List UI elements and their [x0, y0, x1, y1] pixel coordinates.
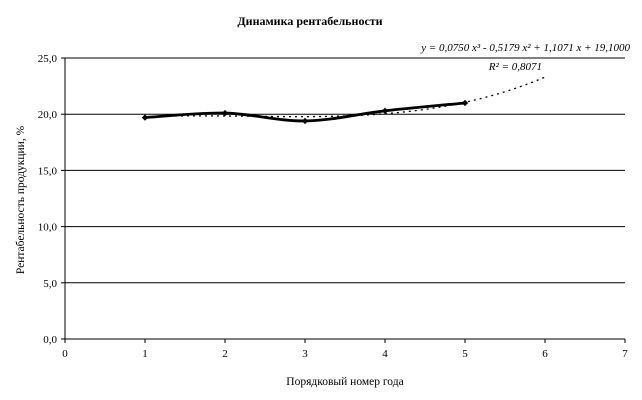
- series: [141, 99, 469, 125]
- y-tick-label: 15,0: [38, 165, 58, 177]
- trendline-equation: y = 0,0750 x³ - 0,5179 x² + 1,1071 x + 1…: [420, 42, 630, 54]
- x-tick-labels: 0 1 2 3 4 5 6 7: [62, 348, 628, 360]
- trendline: [144, 76, 546, 118]
- y-tick-label: 5,0: [43, 278, 57, 290]
- chart-title: Динамика рентабельности: [237, 14, 382, 28]
- x-tick-label: 2: [222, 348, 228, 360]
- y-tick-label: 0,0: [43, 334, 57, 346]
- data-point: [461, 99, 469, 107]
- x-tick-label: 6: [542, 348, 548, 360]
- data-point: [301, 117, 309, 125]
- y-axis-label: Рентабельность продукции, %: [15, 125, 27, 274]
- y-tick-label: 20,0: [38, 109, 58, 121]
- x-tick-label: 4: [382, 348, 388, 360]
- x-tick-label: 7: [622, 348, 628, 360]
- x-axis-label: Порядковый номер года: [286, 376, 403, 388]
- grid: [65, 57, 625, 340]
- x-tick-label: 0: [62, 348, 68, 360]
- axes: [61, 57, 626, 343]
- r-squared-label: R² = 0,8071: [488, 61, 542, 73]
- y-tick-labels: 0,0 5,0 10,0 15,0 20,0 25,0: [38, 53, 58, 346]
- data-point: [221, 109, 229, 117]
- trendline-path: [144, 76, 546, 118]
- data-point: [381, 107, 389, 115]
- x-tick-label: 3: [302, 348, 308, 360]
- data-point: [141, 114, 149, 121]
- x-tick-label: 1: [142, 348, 148, 360]
- x-tick-label: 5: [462, 348, 468, 360]
- y-tick-label: 10,0: [38, 222, 58, 234]
- y-tick-label: 25,0: [38, 53, 58, 65]
